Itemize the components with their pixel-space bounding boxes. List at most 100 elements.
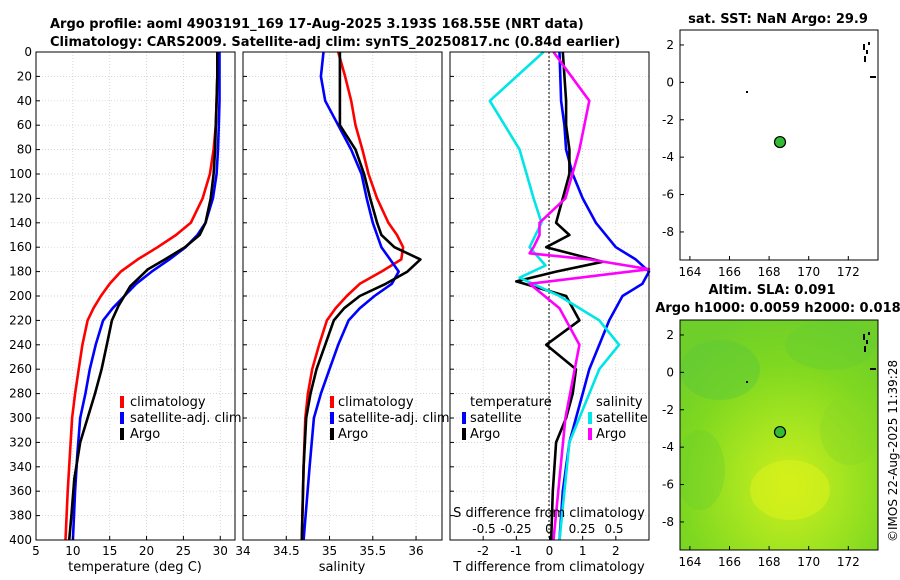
y-tick-label: -4 <box>662 440 674 454</box>
x-tick-label: 164 <box>678 555 701 569</box>
y-tick-label: 200 <box>9 289 32 303</box>
legend-label-climatology: climatology <box>338 395 414 410</box>
top-tick: -0.25 <box>500 522 531 536</box>
y-tick-label: 360 <box>9 484 32 498</box>
legend-marker-climatology <box>330 396 334 408</box>
y-tick-label: 220 <box>9 313 32 327</box>
x-tick-label: 168 <box>758 265 781 279</box>
legend-label-satellite: satellite-adj. clim <box>130 411 242 426</box>
x-tick-label: 5 <box>32 544 40 558</box>
series-argo <box>300 52 422 541</box>
temperature-xlabel: temperature (deg C) <box>68 560 202 575</box>
difference-ticks: -2 -1 0 1 2 <box>450 51 620 558</box>
difference-panel: -2 -1 0 1 2 S difference from climatology -0… <box>449 51 651 575</box>
series-satellite-adj-clim <box>71 52 221 541</box>
legend-label-argo: Argo <box>338 427 368 442</box>
y-tick-label: 240 <box>9 338 32 352</box>
salinity-diff-legend: salinity satellite Argo <box>588 395 648 442</box>
y-tick-label: 300 <box>9 411 32 425</box>
y-tick-label: 0 <box>24 45 32 59</box>
y-tick-label: 2 <box>666 328 674 342</box>
y-tick-label: -2 <box>662 113 674 127</box>
y-tick-label: -8 <box>662 225 674 239</box>
coastline <box>746 332 876 383</box>
altimetry-title-line2: Argo h1000: 0.0059 h2000: 0.018 <box>655 301 900 316</box>
y-tick-label: 80 <box>17 143 32 157</box>
legend-marker-climatology <box>120 396 124 408</box>
y-tick-label: 260 <box>9 362 32 376</box>
legend-title-salinity: salinity <box>596 395 643 410</box>
legend-marker-argo <box>330 428 334 440</box>
sst-map-points <box>773 135 787 149</box>
x-tick-label: 20 <box>139 544 154 558</box>
legend-title-temperature: temperature <box>470 395 552 410</box>
series-argo <box>67 52 219 541</box>
legend-label-satellite: satellite <box>470 411 522 426</box>
y-tick-label: 140 <box>9 216 32 230</box>
temperature-panel: 0 20 40 60 80 100 120 140 160 180 200 220 240 260 280 3… <box>9 45 242 575</box>
altimetry-map-ticks: 164 166 168 170 172 2 0 -2 -4 -6 -8 <box>662 328 860 569</box>
legend-marker-satellite-salinity <box>588 412 592 424</box>
coastline <box>746 42 876 93</box>
salinity-lines <box>300 51 422 541</box>
altimetry-title-line1: Altim. SLA: 0.091 <box>709 283 836 298</box>
y-tick-label: -6 <box>662 188 674 202</box>
legend-label-argo: Argo <box>130 427 160 442</box>
temperature-ticks: 0 20 40 60 80 100 120 140 160 180 200 220 240 260 280 3… <box>9 45 228 558</box>
x-tick-label: 170 <box>797 555 820 569</box>
sst-map: sat. SST: NaN Argo: 29.9 164 166 168 170 172… <box>662 12 879 279</box>
legend-marker-argo <box>120 428 124 440</box>
x-tick-label: 34 <box>235 544 250 558</box>
y-tick-label: 40 <box>17 94 32 108</box>
legend-label-argo: Argo <box>470 427 500 442</box>
y-tick-label: 340 <box>9 460 32 474</box>
y-tick-label: -8 <box>662 515 674 529</box>
legend-label-satellite: satellite-adj. clim <box>338 411 450 426</box>
legend-label-argo: Argo <box>596 427 626 442</box>
x-tick-label: 34.5 <box>273 544 300 558</box>
y-tick-label: 2 <box>666 38 674 52</box>
x-tick-label: 15 <box>102 544 117 558</box>
x-tick-label: 172 <box>837 555 860 569</box>
y-tick-label: 100 <box>9 167 32 181</box>
x-tick-label: 30 <box>213 544 228 558</box>
x-tick-label: 1 <box>579 544 587 558</box>
x-tick-label: 36 <box>408 544 423 558</box>
argo-float-marker <box>773 135 787 149</box>
altimetry-map: Altim. SLA: 0.091 Argo h1000: 0.0059 h20… <box>655 283 900 569</box>
y-tick-label: -6 <box>662 478 674 492</box>
salinity-legend: climatology satellite-adj. clim Argo <box>330 395 450 442</box>
salinity-ticks: 34 34.5 35 35.5 36 <box>235 51 424 558</box>
sst-map-ticks: 164 166 168 170 172 2 0 -2 -4 -6 -8 <box>662 38 860 279</box>
series-temperature-satellite <box>558 51 651 541</box>
y-tick-label: 0 <box>666 365 674 379</box>
y-tick-label: 280 <box>9 387 32 401</box>
imos-timestamp: ©IMOS 22-Aug-2025 11:39:28 <box>886 360 900 542</box>
s-difference-ticks: -0.5 -0.25 0 0.25 0.5 <box>472 522 623 536</box>
temperature-lines <box>64 51 221 541</box>
x-tick-label: 166 <box>718 265 741 279</box>
legend-marker-argo <box>462 428 466 440</box>
x-tick-label: 166 <box>718 555 741 569</box>
argo-float-marker <box>773 425 787 439</box>
y-tick-label: 320 <box>9 435 32 449</box>
sst-map-title: sat. SST: NaN Argo: 29.9 <box>688 12 868 27</box>
series-climatology <box>300 51 405 541</box>
temperature-diff-legend: temperature satellite Argo <box>462 395 552 442</box>
legend-label-climatology: climatology <box>130 395 206 410</box>
y-tick-label: -4 <box>662 150 674 164</box>
figure-title-line1: Argo profile: aoml 4903191_169 17-Aug-20… <box>50 17 584 32</box>
salinity-xlabel: salinity <box>319 560 366 575</box>
y-tick-label: 400 <box>9 533 32 547</box>
temperature-legend: climatology satellite-adj. clim Argo <box>120 395 242 442</box>
x-tick-label: 35 <box>322 544 337 558</box>
y-tick-label: 160 <box>9 240 32 254</box>
top-tick: 0 <box>545 522 553 536</box>
legend-marker-satellite <box>120 412 124 424</box>
altimetry-map-points <box>773 425 787 439</box>
top-tick: -0.5 <box>472 522 495 536</box>
y-tick-label: -2 <box>662 403 674 417</box>
series-salinity-satellite <box>488 51 621 541</box>
x-tick-label: 0 <box>546 544 554 558</box>
